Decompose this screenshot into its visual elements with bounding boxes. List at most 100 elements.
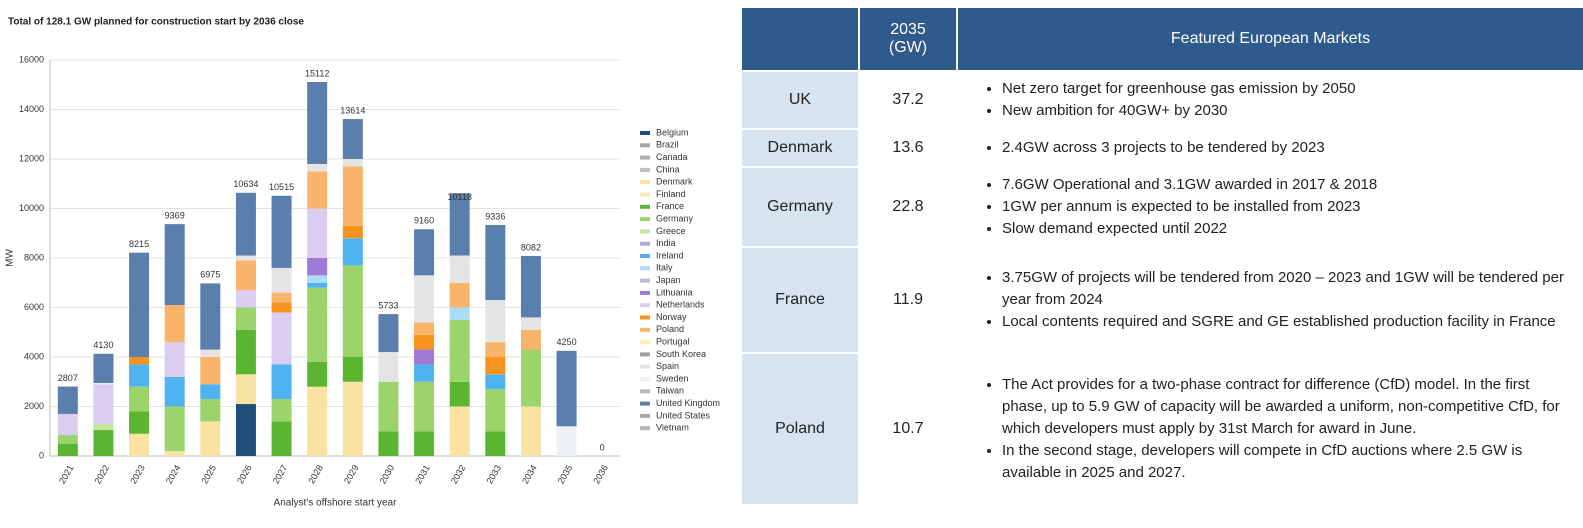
gw-cell: 10.7 xyxy=(860,354,956,504)
bar-segment xyxy=(342,357,363,382)
legend-swatch xyxy=(640,254,650,258)
country-cell: Poland xyxy=(742,354,858,504)
y-tick-label: 10000 xyxy=(19,203,44,213)
legend-label: Denmark xyxy=(656,177,693,187)
total-label: 10515 xyxy=(269,182,294,192)
bar-segment xyxy=(164,342,185,377)
bar-segment xyxy=(378,381,399,432)
points-cell: 7.6GW Operational and 3.1GW awarded in 2… xyxy=(958,168,1583,246)
legend-label: Canada xyxy=(656,152,688,162)
bar-segment xyxy=(449,282,470,308)
gw-cell: 13.6 xyxy=(860,130,956,166)
y-tick-label: 16000 xyxy=(19,54,44,64)
bar-segment xyxy=(485,224,506,301)
legend-label: India xyxy=(656,238,676,248)
total-label: 9369 xyxy=(165,210,185,220)
x-tick-label: 2034 xyxy=(520,463,539,485)
bar-segment xyxy=(378,314,399,353)
header-blank xyxy=(742,8,858,70)
total-label: 8215 xyxy=(129,239,149,249)
x-tick-label: 2029 xyxy=(342,463,361,485)
bar-segment xyxy=(307,258,328,276)
bar-segment xyxy=(449,255,470,283)
bar-segment xyxy=(129,252,150,357)
bar-segment xyxy=(449,193,470,256)
bar-segment xyxy=(235,404,256,456)
header-gw: 2035 (GW) xyxy=(860,8,956,70)
bullet-point: Local contents required and SGRE and GE … xyxy=(1002,311,1567,333)
legend-label: Greece xyxy=(656,226,686,236)
bar-segment xyxy=(57,413,78,435)
bar-segment xyxy=(342,381,363,456)
legend-label: Finland xyxy=(656,189,686,199)
bar-segment xyxy=(200,421,221,456)
bar-segment xyxy=(485,389,506,432)
bar-segment xyxy=(414,229,435,276)
legend-label: Japan xyxy=(656,275,681,285)
x-tick-label: 2023 xyxy=(128,463,147,485)
bar-segment xyxy=(449,307,470,320)
y-tick-label: 8000 xyxy=(24,252,44,262)
legend-label: Spain xyxy=(656,361,679,371)
bar-segment xyxy=(271,364,292,400)
y-tick-label: 0 xyxy=(39,450,44,460)
legend-swatch xyxy=(640,167,650,172)
x-tick-label: 2027 xyxy=(271,463,290,485)
legend-swatch xyxy=(640,266,650,271)
legend-swatch xyxy=(640,290,650,295)
bullet-list: Net zero target for greenhouse gas emiss… xyxy=(970,78,1356,122)
x-tick-label: 2024 xyxy=(164,463,183,485)
bar-segment xyxy=(271,399,292,422)
bullet-point: 1GW per annum is expected to be installe… xyxy=(1002,196,1377,218)
legend-label: Taiwan xyxy=(656,386,684,396)
bar-segment xyxy=(93,430,114,456)
total-label: 4250 xyxy=(557,337,577,347)
legend-swatch xyxy=(640,401,650,406)
x-tick-label: 2032 xyxy=(449,463,468,485)
y-tick-label: 2000 xyxy=(24,401,44,411)
bar-segment xyxy=(235,192,256,256)
bar-segment xyxy=(164,305,185,343)
bar-segment xyxy=(414,381,435,432)
total-label: 10118 xyxy=(448,192,472,202)
x-tick-label: 2025 xyxy=(199,463,218,485)
bar-segment xyxy=(485,342,506,357)
bar-segment xyxy=(200,384,221,400)
bar-segment xyxy=(520,255,541,318)
bar-segment xyxy=(485,431,506,456)
bar-segment xyxy=(129,411,150,434)
points-cell: Net zero target for greenhouse gas emiss… xyxy=(958,72,1583,128)
legend-label: Belgium xyxy=(656,127,689,137)
legend-swatch xyxy=(640,278,650,283)
bar-segment xyxy=(235,374,256,405)
bullet-list: 2.4GW across 3 projects to be tendered b… xyxy=(970,137,1325,159)
legend-swatch xyxy=(640,204,650,209)
bar-segment xyxy=(164,376,185,407)
total-label: 9336 xyxy=(485,211,505,221)
bar-segment xyxy=(93,423,114,431)
bar-segment xyxy=(414,275,435,323)
legend-label: Brazil xyxy=(656,140,679,150)
bar-segment xyxy=(271,302,292,313)
legend-swatch xyxy=(640,315,650,320)
legend-label: France xyxy=(656,201,684,211)
bullet-point: New ambition for 40GW+ by 2030 xyxy=(1002,100,1356,122)
bullet-list: 7.6GW Operational and 3.1GW awarded in 2… xyxy=(970,174,1377,240)
bar-segment xyxy=(271,195,292,268)
y-tick-label: 6000 xyxy=(24,302,44,312)
total-label: 13614 xyxy=(340,105,365,115)
bar-segment xyxy=(414,349,435,365)
bullet-point: 3.75GW of projects will be tendered from… xyxy=(1002,267,1567,311)
bar-segment xyxy=(235,307,256,330)
bar-segment xyxy=(414,364,435,382)
bar-segment xyxy=(271,312,292,365)
x-tick-label: 2033 xyxy=(484,463,503,485)
bar-segment xyxy=(342,225,363,239)
bar-segment xyxy=(57,434,78,444)
x-tick-label: 2026 xyxy=(235,463,254,485)
bar-segment xyxy=(235,260,256,291)
legend-label: United States xyxy=(656,410,711,420)
legend-label: Lithuania xyxy=(656,287,693,297)
legend-swatch xyxy=(640,352,650,357)
header-markets: Featured European Markets xyxy=(958,8,1583,70)
